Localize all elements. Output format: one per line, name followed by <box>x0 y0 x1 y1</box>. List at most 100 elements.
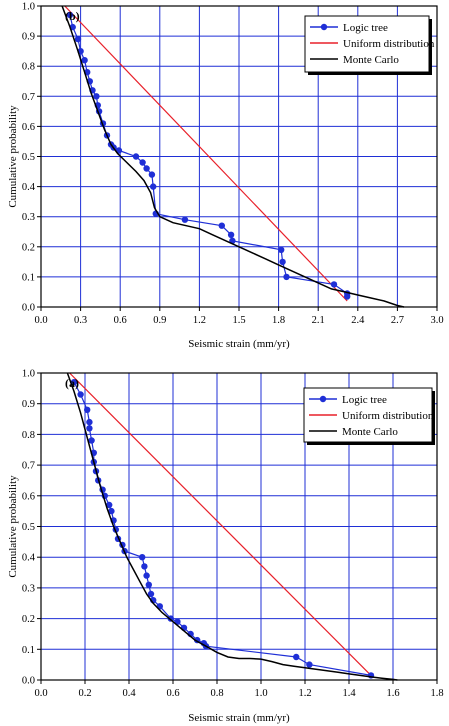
data-point-logic-tree <box>218 222 225 229</box>
x-tick-label: 0.4 <box>122 688 136 699</box>
legend-item-monte-carlo: Monte Carlo <box>309 426 398 438</box>
y-tick-label: 0.5 <box>22 522 35 533</box>
y-tick-label: 0.7 <box>22 461 35 472</box>
series-layer <box>66 372 398 681</box>
x-tick-label: 0.6 <box>166 688 179 699</box>
data-point-logic-tree <box>147 590 155 598</box>
data-point-logic-tree <box>143 165 150 172</box>
x-tick-label: 0.3 <box>74 315 87 326</box>
y-tick-label: 1.0 <box>22 369 35 380</box>
legend-item-logic-tree: Logic tree <box>309 394 387 406</box>
data-point-logic-tree <box>132 153 140 160</box>
x-tick-label: 1.8 <box>272 315 285 326</box>
legend-label-monte-carlo: Monte Carlo <box>342 426 398 438</box>
panel-label: (b) <box>65 9 80 23</box>
x-tick-label: 1.5 <box>232 315 245 326</box>
x-axis-label: Seismic strain (mm/yr) <box>188 712 290 724</box>
series-line-uniform-distribution <box>69 372 372 676</box>
chart-panel-a: 0.0 0.2 0.4 0.6 0.8 1.0 1.2 1.4 1.6 1.8 0.0 0.1 0.2 0… <box>7 369 444 725</box>
y-tick-label: 0.4 <box>22 553 36 564</box>
data-point-logic-tree <box>148 171 156 178</box>
data-point-logic-tree <box>93 93 100 100</box>
x-tick-label: 0.0 <box>34 688 47 699</box>
data-point-logic-tree <box>139 554 146 561</box>
legend: Logic tree Uniform distribution Monte Ca… <box>304 15 435 75</box>
x-tick-label: 2.7 <box>391 315 404 326</box>
data-point-logic-tree <box>306 661 313 668</box>
legend-label-logic-tree: Logic tree <box>342 394 387 406</box>
data-point-logic-tree <box>77 391 84 398</box>
legend-marker-logic-tree <box>319 395 327 403</box>
y-tick-label: 0.0 <box>22 303 35 314</box>
data-point-logic-tree <box>139 159 146 166</box>
x-tick-label: 0.9 <box>153 315 166 326</box>
y-axis-label: Cumulative probability <box>7 475 19 578</box>
data-point-logic-tree <box>283 273 290 281</box>
series-line-uniform-distribution <box>64 5 348 302</box>
x-tick-label: 3.0 <box>430 315 443 326</box>
y-tick-label: 0.8 <box>22 62 35 73</box>
y-tick-label: 1.0 <box>22 2 35 13</box>
legend-label-logic-tree: Logic tree <box>343 22 388 34</box>
data-point-logic-tree <box>81 57 88 64</box>
x-tick-label: 1.4 <box>342 688 356 699</box>
legend-item-monte-carlo: Monte Carlo <box>310 54 399 66</box>
chart-panel-b: 0.0 0.3 0.6 0.9 1.2 1.5 1.8 2.1 2.4 2.7 3.0 0.0 0.1 0… <box>7 2 444 351</box>
x-tick-label: 1.2 <box>298 688 311 699</box>
x-tick-label: 1.0 <box>254 688 267 699</box>
data-point-logic-tree <box>279 258 286 266</box>
legend-marker-logic-tree <box>320 23 328 31</box>
data-point-logic-tree <box>150 183 157 190</box>
y-tick-label: 0.5 <box>22 152 35 163</box>
y-tick-label: 0.9 <box>22 399 35 410</box>
data-point-logic-tree <box>88 437 95 444</box>
x-tick-label: 2.4 <box>351 315 365 326</box>
y-tick-label: 0.6 <box>22 491 35 502</box>
data-point-logic-tree <box>344 293 351 300</box>
series-line-monte-carlo <box>61 5 405 308</box>
legend-label-uniform-distribution: Uniform distribution <box>343 38 435 50</box>
y-tick-label: 0.6 <box>22 122 35 133</box>
tick-labels: 0.0 0.3 0.6 0.9 1.2 1.5 1.8 2.1 2.4 2.7 3.0 0.0 0.1 0… <box>22 2 444 327</box>
legend-item-logic-tree: Logic tree <box>310 22 388 34</box>
legend-item-uniform-distribution: Uniform distribution <box>310 38 435 50</box>
y-tick-label: 0.8 <box>22 430 35 441</box>
data-point-logic-tree <box>108 507 115 515</box>
y-tick-label: 0.1 <box>22 272 35 283</box>
series-layer <box>61 5 405 308</box>
x-tick-label: 0.0 <box>34 315 47 326</box>
series-line-monte-carlo <box>66 372 398 681</box>
x-axis-label: Seismic strain (mm/yr) <box>188 338 290 350</box>
data-point-logic-tree <box>167 615 174 622</box>
panel-label: (a) <box>65 376 79 390</box>
data-point-logic-tree <box>66 11 74 19</box>
data-point-logic-tree <box>106 501 113 509</box>
data-point-logic-tree <box>278 246 285 253</box>
y-tick-label: 0.2 <box>22 242 35 253</box>
tick-labels: 0.0 0.2 0.4 0.6 0.8 1.0 1.2 1.4 1.6 1.8 0.0 0.1 0.2 0… <box>22 369 444 700</box>
x-tick-label: 0.6 <box>114 315 127 326</box>
legend-label-uniform-distribution: Uniform distribution <box>342 410 434 422</box>
y-tick-label: 0.3 <box>22 212 35 223</box>
data-point-logic-tree <box>74 35 82 43</box>
data-point-logic-tree <box>86 418 93 426</box>
data-point-logic-tree <box>86 425 93 432</box>
x-tick-label: 1.8 <box>430 688 443 699</box>
legend: Logic tree Uniform distribution Monte Ca… <box>303 387 435 445</box>
y-tick-label: 0.2 <box>22 614 35 625</box>
y-tick-label: 0.7 <box>22 92 35 103</box>
legend-label-monte-carlo: Monte Carlo <box>343 54 399 66</box>
data-point-logic-tree <box>145 581 152 588</box>
y-tick-label: 0.1 <box>22 645 35 656</box>
y-tick-label: 0.9 <box>22 32 35 43</box>
y-tick-label: 0.0 <box>22 676 35 687</box>
x-tick-label: 1.6 <box>386 688 399 699</box>
y-tick-label: 0.4 <box>22 182 36 193</box>
y-axis-label: Cumulative probability <box>7 105 19 208</box>
data-point-logic-tree <box>143 572 150 579</box>
x-tick-label: 0.2 <box>78 688 91 699</box>
data-point-logic-tree <box>70 379 78 386</box>
x-tick-label: 1.2 <box>193 315 206 326</box>
data-point-logic-tree <box>181 216 189 223</box>
